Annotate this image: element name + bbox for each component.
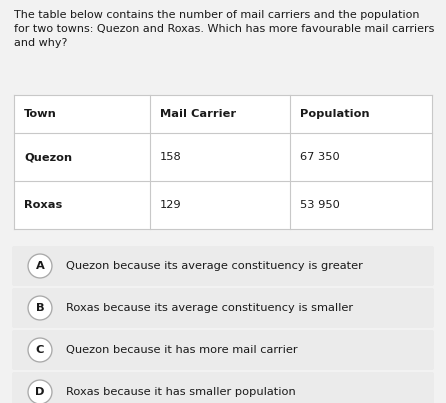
- Text: Population: Population: [300, 109, 370, 119]
- Text: 129: 129: [160, 200, 182, 210]
- Text: 158: 158: [160, 152, 182, 162]
- Circle shape: [28, 254, 52, 278]
- Text: The table below contains the number of mail carriers and the population: The table below contains the number of m…: [14, 10, 420, 20]
- Text: 67 350: 67 350: [300, 152, 340, 162]
- Text: for two towns: Quezon and Roxas. Which has more favourable mail carriers: for two towns: Quezon and Roxas. Which h…: [14, 24, 434, 34]
- Text: Quezon: Quezon: [24, 152, 72, 162]
- Text: B: B: [36, 303, 44, 313]
- FancyBboxPatch shape: [12, 246, 434, 286]
- Circle shape: [28, 296, 52, 320]
- Circle shape: [28, 338, 52, 362]
- Circle shape: [28, 380, 52, 403]
- Text: Roxas because its average constituency is smaller: Roxas because its average constituency i…: [66, 303, 353, 313]
- FancyBboxPatch shape: [12, 330, 434, 370]
- FancyBboxPatch shape: [12, 288, 434, 328]
- Text: and why?: and why?: [14, 38, 67, 48]
- Text: Quezon because its average constituency is greater: Quezon because its average constituency …: [66, 261, 363, 271]
- Text: D: D: [35, 387, 45, 397]
- Text: C: C: [36, 345, 44, 355]
- Text: Quezon because it has more mail carrier: Quezon because it has more mail carrier: [66, 345, 297, 355]
- Text: A: A: [36, 261, 44, 271]
- Text: Roxas: Roxas: [24, 200, 62, 210]
- Text: Roxas because it has smaller population: Roxas because it has smaller population: [66, 387, 296, 397]
- Bar: [14, 95, 432, 229]
- Text: Town: Town: [24, 109, 57, 119]
- Text: Mail Carrier: Mail Carrier: [160, 109, 236, 119]
- FancyBboxPatch shape: [12, 372, 434, 403]
- Text: 53 950: 53 950: [300, 200, 340, 210]
